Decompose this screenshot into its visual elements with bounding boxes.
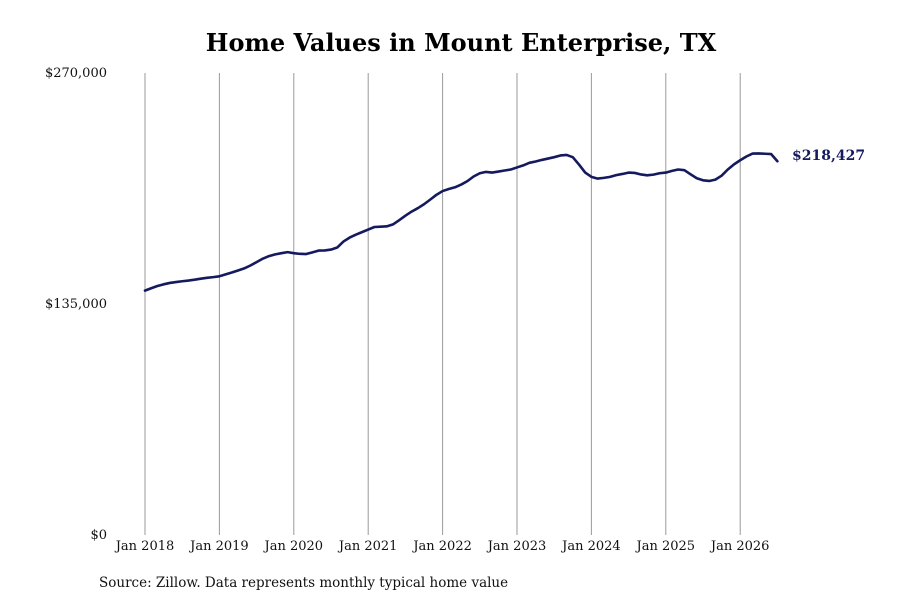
source-note: Source: Zillow. Data represents monthly … [99,575,508,591]
x-tick-label: Jan 2021 [337,539,398,554]
y-tick-label: $135,000 [45,297,107,312]
x-gridlines [144,73,741,535]
y-tick-label: $0 [90,528,107,543]
last-value-label: $218,427 [792,148,865,164]
x-tick-label: Jan 2018 [114,539,175,554]
x-tick-label: Jan 2023 [486,539,547,554]
x-tick-label: Jan 2019 [188,539,249,554]
y-tick-label: $270,000 [45,66,107,81]
y-axis-labels: $0 $135,000 $270,000 [45,66,107,543]
x-tick-label: Jan 2026 [709,539,770,554]
x-tick-label: Jan 2020 [263,539,324,554]
x-axis-labels: Jan 2018 Jan 2019 Jan 2020 Jan 2021 Jan 2022… [114,539,770,554]
series-line [143,152,779,292]
chart-title: Home Values in Mount Enterprise, TX [206,28,717,57]
x-tick-label: Jan 2024 [560,539,621,554]
x-tick-label: Jan 2022 [411,539,472,554]
x-tick-label: Jan 2025 [635,539,696,554]
